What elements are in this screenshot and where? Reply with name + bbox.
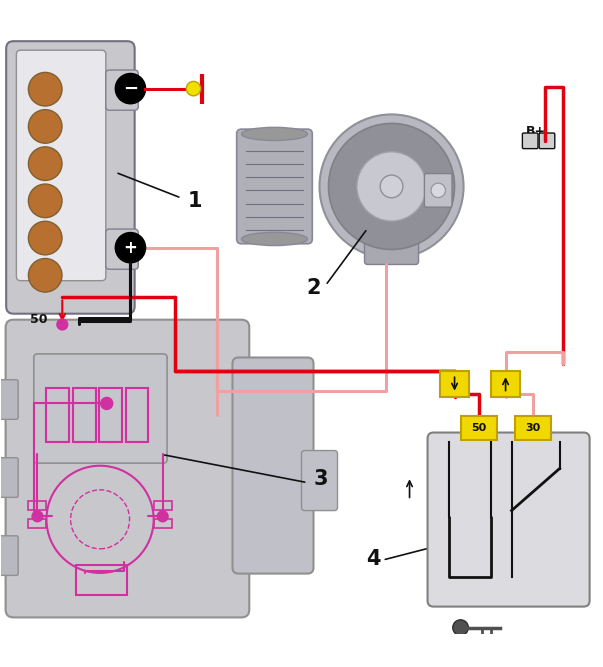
Bar — [491, 372, 520, 396]
Text: 3: 3 — [314, 470, 328, 490]
Bar — [440, 372, 469, 396]
Bar — [154, 502, 172, 510]
Ellipse shape — [241, 232, 308, 245]
Circle shape — [28, 73, 62, 106]
Circle shape — [431, 183, 446, 197]
FancyBboxPatch shape — [106, 229, 138, 269]
Text: 1: 1 — [188, 191, 202, 211]
Circle shape — [186, 81, 201, 96]
FancyBboxPatch shape — [6, 41, 134, 313]
Circle shape — [453, 620, 469, 636]
Text: 2: 2 — [306, 279, 321, 299]
Text: +: + — [124, 239, 137, 257]
Circle shape — [28, 109, 62, 143]
FancyBboxPatch shape — [236, 129, 312, 243]
Circle shape — [380, 175, 403, 198]
FancyBboxPatch shape — [425, 173, 452, 207]
Circle shape — [357, 152, 426, 221]
Text: B+: B+ — [526, 125, 546, 139]
Circle shape — [57, 319, 68, 330]
Ellipse shape — [241, 127, 308, 141]
FancyBboxPatch shape — [5, 319, 249, 618]
Text: 4: 4 — [366, 549, 380, 569]
Bar — [99, 388, 122, 442]
Bar — [28, 502, 46, 510]
Circle shape — [115, 233, 145, 263]
FancyBboxPatch shape — [302, 450, 338, 510]
FancyBboxPatch shape — [0, 380, 18, 420]
Circle shape — [320, 115, 464, 259]
Text: −: − — [123, 79, 138, 97]
Circle shape — [157, 511, 168, 522]
FancyBboxPatch shape — [34, 354, 167, 463]
Circle shape — [28, 259, 62, 292]
Bar — [73, 388, 96, 442]
Bar — [46, 388, 69, 442]
Bar — [154, 520, 172, 528]
FancyBboxPatch shape — [522, 133, 538, 149]
FancyBboxPatch shape — [539, 133, 555, 149]
FancyBboxPatch shape — [233, 358, 314, 574]
FancyBboxPatch shape — [365, 235, 418, 265]
Circle shape — [32, 511, 43, 522]
Text: 50: 50 — [30, 313, 47, 325]
Circle shape — [329, 123, 455, 249]
Bar — [514, 416, 551, 440]
FancyBboxPatch shape — [0, 458, 18, 498]
Circle shape — [28, 147, 62, 181]
Circle shape — [101, 398, 113, 410]
FancyBboxPatch shape — [0, 536, 18, 576]
FancyBboxPatch shape — [16, 50, 106, 281]
FancyBboxPatch shape — [106, 70, 138, 110]
Text: 30: 30 — [525, 423, 540, 433]
Circle shape — [115, 73, 145, 103]
Bar — [28, 520, 46, 528]
Circle shape — [28, 184, 62, 217]
Circle shape — [28, 221, 62, 255]
Bar — [125, 388, 148, 442]
Bar — [76, 564, 127, 594]
FancyBboxPatch shape — [428, 432, 590, 606]
Text: 50: 50 — [471, 423, 486, 433]
Bar — [461, 416, 497, 440]
